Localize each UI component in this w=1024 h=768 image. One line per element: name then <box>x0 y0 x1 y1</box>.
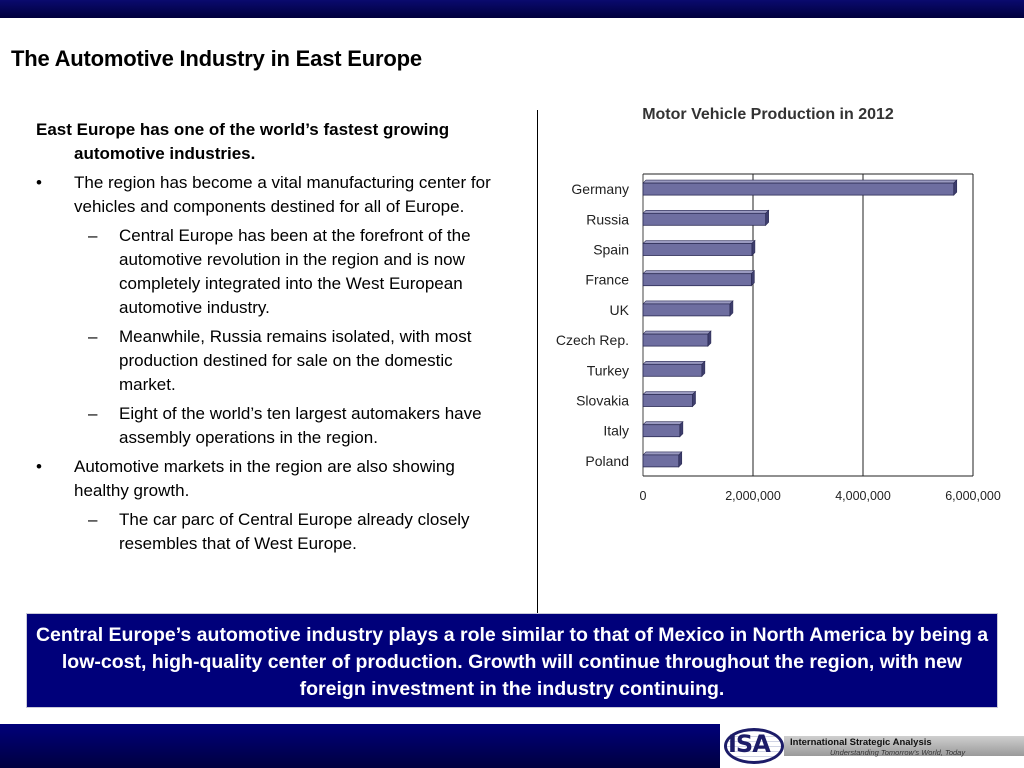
bar-side-face <box>751 269 755 287</box>
company-name: International Strategic Analysis <box>790 737 932 748</box>
logo-banner <box>784 736 1024 756</box>
bar <box>642 424 681 438</box>
bar <box>642 303 731 317</box>
summary-callout: Central Europe’s automotive industry pla… <box>26 613 998 708</box>
bar <box>642 333 709 347</box>
globe-icon <box>724 728 784 764</box>
dash-mark: – <box>88 226 98 245</box>
bar-side-face <box>707 330 712 347</box>
x-tick-label: 6,000,000 <box>945 489 1001 503</box>
company-tagline: Understanding Tomorrow's World, Today <box>830 748 966 757</box>
category-label: UK <box>610 302 630 318</box>
bar-top-face <box>642 451 683 456</box>
bullet-mark: • <box>36 457 42 476</box>
x-tick-label: 4,000,000 <box>835 489 891 503</box>
bar-side-face <box>953 179 958 196</box>
category-label: Czech Rep. <box>556 332 629 348</box>
bar-side-face <box>692 390 696 408</box>
production-bar-chart: Motor Vehicle Production in 2012 0 2,000,0… <box>556 106 1001 503</box>
category-label: Slovakia <box>576 393 629 409</box>
bar <box>642 182 955 196</box>
bar-side-face <box>751 239 756 257</box>
dash-mark: – <box>88 510 98 529</box>
category-label: Russia <box>586 211 629 227</box>
sub-bullet-text: Eight of the world’s ten largest automak… <box>119 404 482 447</box>
top-banner-line <box>0 18 1024 20</box>
bar-side-face <box>678 451 683 468</box>
bar <box>642 212 767 226</box>
bar-top-face <box>642 179 958 184</box>
bar <box>642 394 693 407</box>
bar-side-face <box>765 209 769 227</box>
bullet-item: • The region has become a vital manufactu… <box>36 171 504 219</box>
x-tick-label: 0 <box>640 489 647 503</box>
page-title: The Automotive Industry in East Europe <box>11 46 422 71</box>
bar <box>642 243 753 256</box>
sub-bullet-text: Central Europe has been at the forefront… <box>119 226 471 317</box>
x-tick-label: 2,000,000 <box>725 489 781 503</box>
bar-top-face <box>642 210 770 214</box>
bar-top-face <box>642 330 712 335</box>
bar-top-face <box>642 421 684 426</box>
column-divider <box>537 110 538 615</box>
category-label: Turkey <box>587 362 629 378</box>
dash-mark: – <box>88 327 98 346</box>
bar-top-face <box>642 360 706 365</box>
sub-bullet-item: – The car parc of Central Europe already … <box>36 508 504 556</box>
bar-top-face <box>642 300 734 305</box>
category-label: Spain <box>593 242 629 258</box>
bar <box>642 363 703 377</box>
bar-top-face <box>642 240 756 244</box>
chart-title: Motor Vehicle Production in 2012 <box>642 106 894 123</box>
sub-bullet-text: The car parc of Central Europe already c… <box>119 510 470 553</box>
bullet-text: The region has become a vital manufactur… <box>74 173 491 216</box>
body-text: East Europe has one of the world’s faste… <box>36 118 504 561</box>
bar <box>642 273 752 287</box>
bar-side-face <box>679 420 684 438</box>
isa-logo: ISA International Strategic Analysis Und… <box>720 724 1024 768</box>
intro-text: East Europe has one of the world’s faste… <box>36 120 450 163</box>
bar <box>642 454 680 468</box>
category-label: Italy <box>603 423 629 439</box>
bar-side-face <box>729 300 734 317</box>
bar-top-face <box>642 391 697 395</box>
sub-bullet-item: – Eight of the world’s ten largest automa… <box>36 402 504 450</box>
sub-bullet-item: – Meanwhile, Russia remains isolated, wit… <box>36 325 504 397</box>
sub-bullet-text: Meanwhile, Russia remains isolated, with… <box>119 327 472 394</box>
bar-side-face <box>701 360 706 378</box>
dash-mark: – <box>88 404 98 423</box>
bullet-mark: • <box>36 173 42 192</box>
bar-top-face <box>642 270 756 274</box>
sub-bullet-item: – Central Europe has been at the forefron… <box>36 224 504 320</box>
category-label: Germany <box>571 181 629 197</box>
top-banner <box>0 0 1024 18</box>
logo-mark: ISA <box>728 730 771 758</box>
category-label: Poland <box>585 453 629 469</box>
bullet-text: Automotive markets in the region are als… <box>74 457 455 500</box>
bullet-item: • Automotive markets in the region are al… <box>36 455 504 503</box>
category-label: France <box>585 272 629 288</box>
